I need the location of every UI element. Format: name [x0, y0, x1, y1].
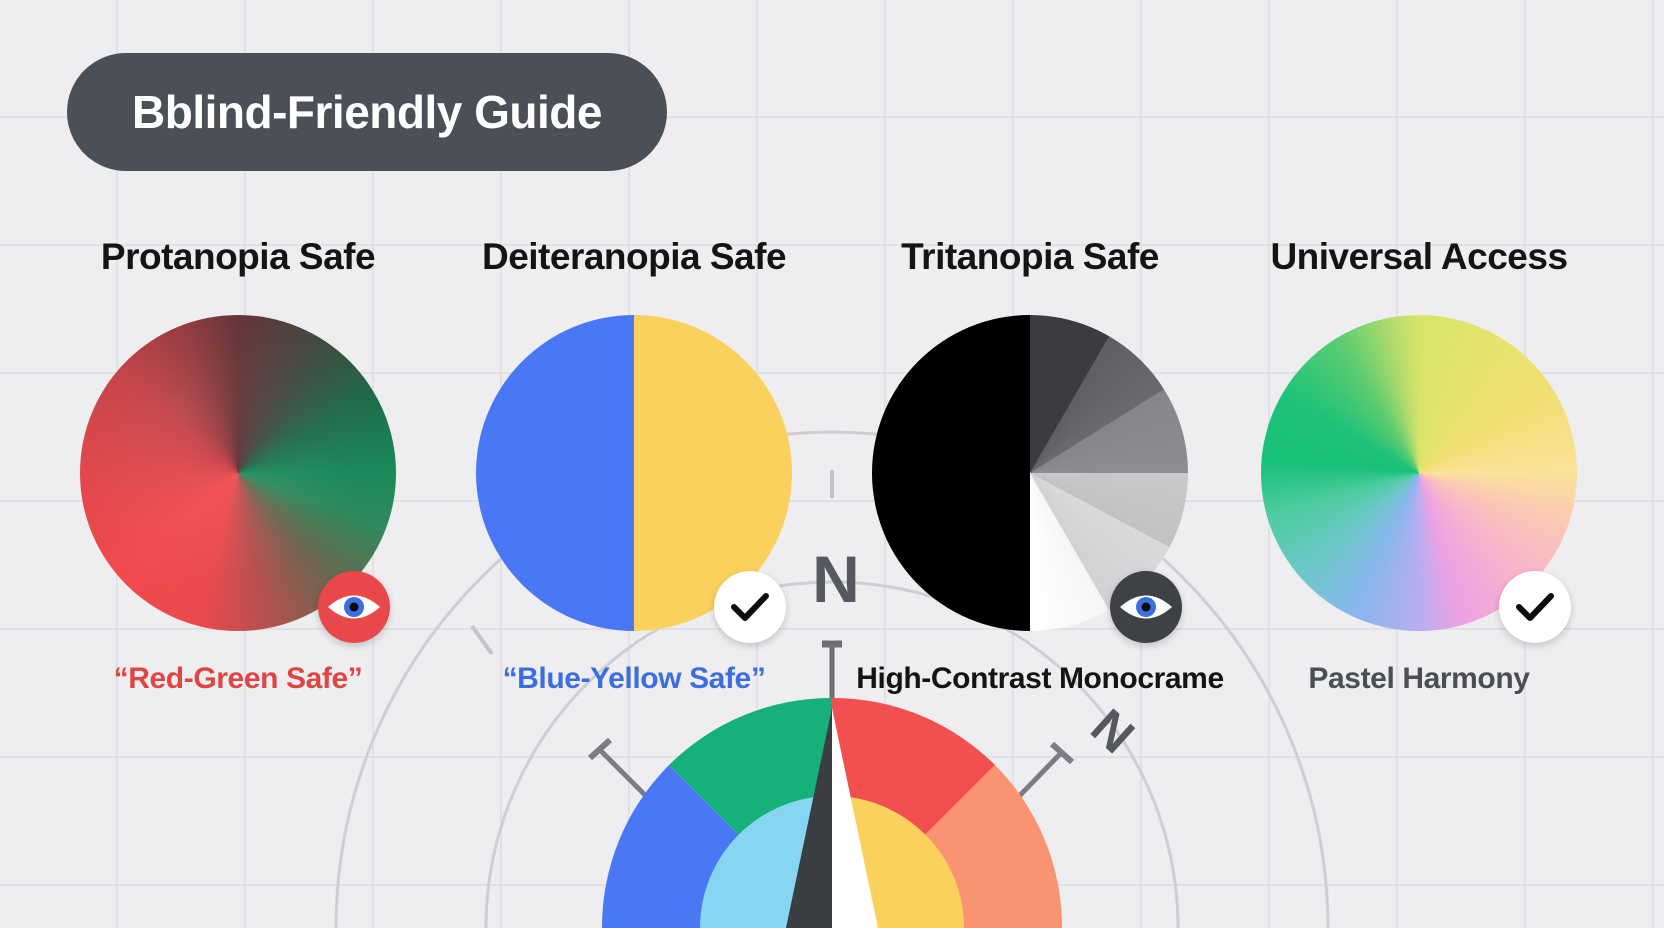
eye-icon — [1120, 595, 1172, 619]
compass-north-label: N — [812, 542, 860, 616]
page-title: Bblind-Friendly Guide — [132, 86, 602, 138]
card-caption: High-Contrast Monocrame — [856, 662, 1224, 695]
check-badge[interactable] — [1499, 571, 1571, 643]
eye-badge[interactable] — [318, 571, 390, 643]
universal-access-card: Universal Access Pastel Harmony — [1229, 230, 1609, 720]
card-title: Tritanopia Safe — [901, 236, 1159, 277]
deuteranopia-card: Deiteranopia Safe “Blue-Yellow Safe” — [444, 230, 824, 720]
checkmark-icon — [1516, 593, 1554, 621]
card-caption: “Blue-Yellow Safe” — [502, 662, 766, 695]
protanopia-card: Protanopia Safe “Red-Green Safe” — [48, 230, 428, 720]
card-title: Universal Access — [1270, 236, 1568, 277]
guide-title-pill: Bblind-Friendly Guide — [67, 53, 667, 171]
checkmark-icon — [731, 593, 769, 621]
card-title: Protanopia Safe — [100, 236, 376, 277]
card-caption: “Red-Green Safe” — [113, 662, 363, 695]
eye-icon — [328, 595, 380, 619]
card-caption: Pastel Harmony — [1308, 662, 1530, 695]
tritanopia-card: Tritanopia Safe High-Contrast Monocrame — [840, 230, 1224, 720]
card-title: Deiteranopia Safe — [481, 236, 787, 277]
check-badge[interactable] — [714, 571, 786, 643]
eye-badge[interactable] — [1110, 571, 1182, 643]
